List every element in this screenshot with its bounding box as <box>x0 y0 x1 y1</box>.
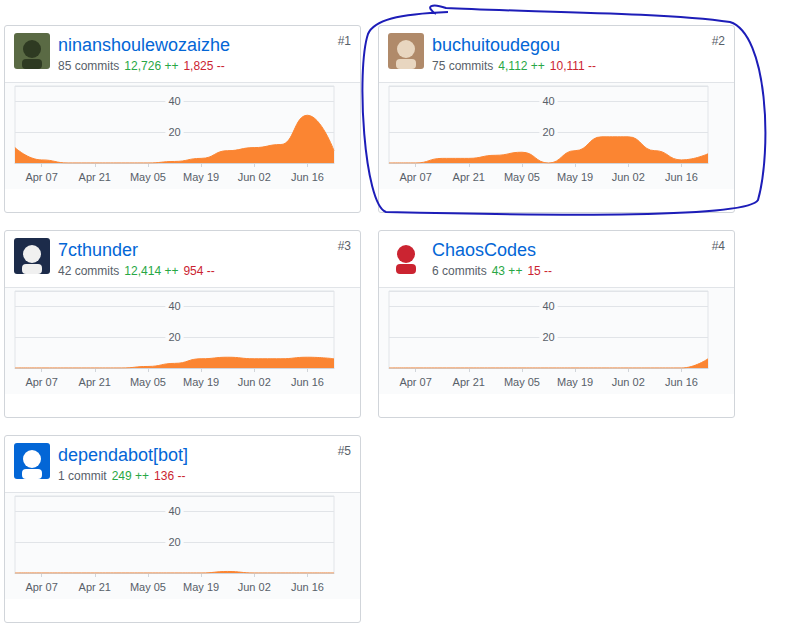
svg-text:Jun 02: Jun 02 <box>238 581 271 593</box>
svg-text:20: 20 <box>168 536 180 548</box>
svg-text:Jun 02: Jun 02 <box>238 376 271 388</box>
html-text:6 commits 43 ++ 15 --: 6 commits 43 ++ 15 -- <box>432 264 553 278</box>
svg-text:Jun 02: Jun 02 <box>238 171 271 183</box>
html-text:1 commit 249 ++ 136 --: 1 commit 249 ++ 136 -- <box>58 469 186 483</box>
svg-text:Apr 21: Apr 21 <box>79 581 111 593</box>
svg-text:40: 40 <box>542 300 554 312</box>
html-text:dependabot[bot]: dependabot[bot] <box>58 445 189 465</box>
svg-text:20: 20 <box>168 126 180 138</box>
svg-text:Jun 16: Jun 16 <box>291 171 324 183</box>
html-text:#1: #1 <box>337 34 351 48</box>
svg-text:20: 20 <box>542 331 554 343</box>
svg-text:Apr 21: Apr 21 <box>453 171 485 183</box>
html-text:buchuitoudegou: buchuitoudegou <box>432 35 561 55</box>
html-text:ChaosCodes: ChaosCodes <box>432 240 537 260</box>
svg-text:Jun 02: Jun 02 <box>612 171 645 183</box>
html-text:7cthunder: 7cthunder <box>58 240 139 260</box>
svg-text:May 05: May 05 <box>504 376 540 388</box>
svg-text:40: 40 <box>168 300 180 312</box>
svg-text:May 05: May 05 <box>504 171 540 183</box>
html-text:#5: #5 <box>337 444 351 458</box>
svg-text:May 19: May 19 <box>183 376 219 388</box>
html-text:#2: #2 <box>711 34 725 48</box>
svg-text:40: 40 <box>168 95 180 107</box>
svg-text:May 05: May 05 <box>130 376 166 388</box>
svg-text:Jun 16: Jun 16 <box>665 171 698 183</box>
svg-text:40: 40 <box>542 95 554 107</box>
svg-text:May 19: May 19 <box>183 581 219 593</box>
svg-text:Jun 16: Jun 16 <box>291 581 324 593</box>
svg-text:Apr 21: Apr 21 <box>79 171 111 183</box>
svg-text:20: 20 <box>168 331 180 343</box>
html-text:#4: #4 <box>711 239 725 253</box>
svg-text:Apr 07: Apr 07 <box>25 581 57 593</box>
svg-text:Apr 07: Apr 07 <box>25 171 57 183</box>
html-text:75 commits 4,112 ++ 10,111 --: 75 commits 4,112 ++ 10,111 -- <box>432 59 597 73</box>
svg-text:20: 20 <box>542 126 554 138</box>
svg-text:Apr 21: Apr 21 <box>79 376 111 388</box>
html-text:#3: #3 <box>337 239 351 253</box>
html-text:ninanshoulewozaizhe: ninanshoulewozaizhe <box>58 35 231 55</box>
svg-text:May 05: May 05 <box>130 171 166 183</box>
svg-text:May 19: May 19 <box>557 171 593 183</box>
svg-text:Apr 07: Apr 07 <box>399 376 431 388</box>
svg-text:Jun 02: Jun 02 <box>612 376 645 388</box>
svg-text:May 19: May 19 <box>183 171 219 183</box>
svg-text:Apr 07: Apr 07 <box>25 376 57 388</box>
svg-text:40: 40 <box>168 505 180 517</box>
html-text:85 commits 12,726 ++ 1,825 --: 85 commits 12,726 ++ 1,825 -- <box>58 59 225 73</box>
svg-text:Jun 16: Jun 16 <box>291 376 324 388</box>
svg-text:Jun 16: Jun 16 <box>665 376 698 388</box>
svg-text:May 19: May 19 <box>557 376 593 388</box>
html-text:42 commits 12,414 ++ 954 --: 42 commits 12,414 ++ 954 -- <box>58 264 215 278</box>
svg-text:Apr 21: Apr 21 <box>453 376 485 388</box>
svg-text:Apr 07: Apr 07 <box>399 171 431 183</box>
svg-text:May 05: May 05 <box>130 581 166 593</box>
